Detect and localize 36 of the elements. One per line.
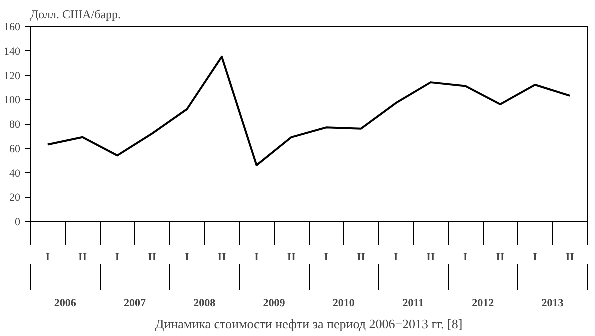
y-tick-label: 40 [10,168,21,180]
x-tick-label: I [464,252,468,264]
line-series [46,56,572,166]
y-tick-label: 0 [15,216,21,228]
y-axis-title: Долл. США/барр. [30,8,122,22]
text: 2013 [542,298,564,310]
x-tick-label: II [218,252,226,264]
x-tick-label: I [46,252,50,264]
x-tick-label: I [115,252,120,264]
x-tick-label: II [566,252,574,264]
text: Динамика стоимости нефти за период 2006−2013 гг. [8] [155,316,463,332]
x-tick-label: I [185,252,190,264]
y-tick-label: 100 [4,94,21,107]
x-tick-label: I [533,252,538,264]
x-tick-label: I [394,252,398,264]
text: 2012 [472,298,495,310]
x-tick-label: II [287,252,296,264]
text: 2009 [263,298,286,310]
text: 2006 [54,298,77,310]
x-tick-label: II [496,252,505,264]
x-tick-label: II [148,252,157,264]
x-tick-label: I [254,252,259,264]
text: 2007 [124,298,146,310]
y-tick-label: 140 [4,46,21,58]
text: 2011 [402,298,424,310]
y-tick-label: 60 [10,143,21,156]
x-tick-label: II [426,252,436,264]
y-tick-label: 80 [10,119,21,131]
x-tick-label: I [324,252,329,264]
y-tick-label: 160 [4,22,21,34]
text: 2008 [194,298,216,310]
y-tick-label: 20 [10,192,21,204]
text: 2010 [332,298,356,310]
x-tick-label: II [78,252,87,264]
x-tick-label: II [356,252,366,264]
y-tick-label: 120 [4,70,21,82]
